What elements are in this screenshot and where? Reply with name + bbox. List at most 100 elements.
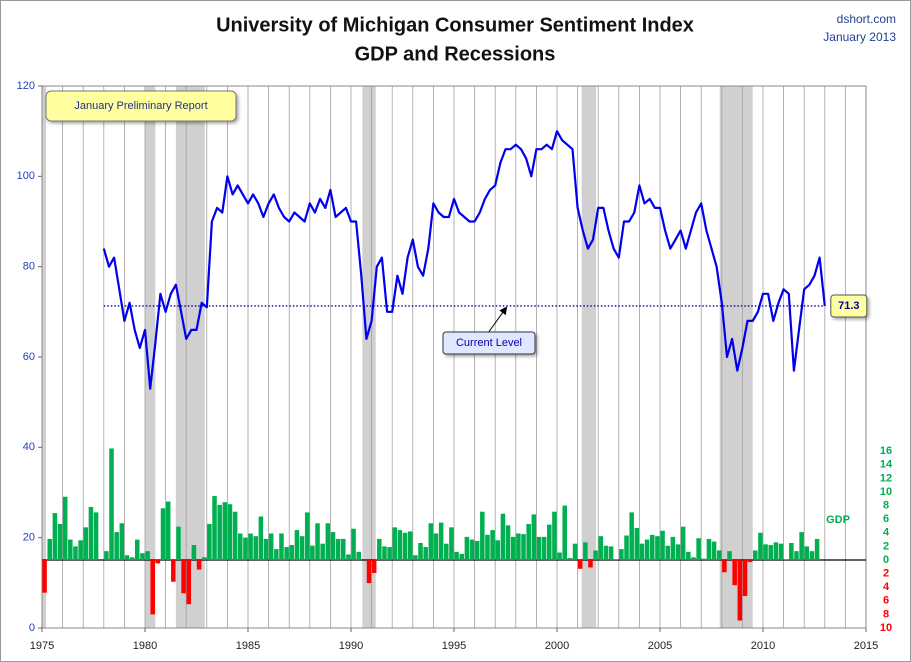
gdp-bar xyxy=(155,559,161,564)
y-tick-label: 40 xyxy=(23,441,35,453)
gdp-bar xyxy=(474,540,480,560)
y2-tick-label: 4 xyxy=(883,527,890,539)
gdp-bar xyxy=(639,543,645,560)
gdp-bar xyxy=(675,544,681,560)
gdp-bar xyxy=(119,523,125,560)
gdp-bar xyxy=(680,526,686,560)
y2-tick-label: 10 xyxy=(880,486,892,498)
gdp-bar xyxy=(696,538,701,560)
gdp-bar xyxy=(397,530,403,560)
y2-tick-label: 8 xyxy=(883,608,889,620)
gdp-bar xyxy=(83,527,89,560)
gdp-bar xyxy=(176,526,181,560)
gdp-bar xyxy=(773,542,779,560)
gdp-bar xyxy=(634,528,640,560)
gdp-bar xyxy=(562,505,567,560)
y-tick-label: 100 xyxy=(17,170,35,182)
gdp-bar xyxy=(212,496,217,560)
gdp-label: GDP xyxy=(826,514,850,526)
gdp-bar xyxy=(665,545,670,560)
gdp-bar xyxy=(57,523,63,560)
gdp-bar xyxy=(747,559,753,563)
x-tick-label: 1995 xyxy=(442,640,466,652)
gdp-bar xyxy=(469,539,475,560)
gdp-bar xyxy=(789,542,794,560)
gdp-bar xyxy=(567,557,573,560)
gdp-bar xyxy=(655,536,660,560)
gdp-bar xyxy=(485,534,490,560)
x-tick-label: 2015 xyxy=(854,640,878,652)
gdp-bar xyxy=(650,534,655,560)
gdp-bar xyxy=(62,496,68,560)
y-tick-label: 120 xyxy=(17,80,35,92)
gdp-bar xyxy=(109,448,114,560)
gdp-bar xyxy=(722,559,727,573)
gdp-bar xyxy=(294,530,300,560)
gdp-bar xyxy=(413,555,418,560)
gdp-bar xyxy=(783,559,789,560)
y2-tick-label: 8 xyxy=(883,499,889,511)
gdp-bar xyxy=(171,559,176,582)
gdp-bar xyxy=(114,532,119,560)
gdp-bar xyxy=(593,550,598,560)
gdp-bar xyxy=(732,559,737,586)
x-tick-label: 1975 xyxy=(30,640,54,652)
gdp-bar xyxy=(150,559,155,615)
y2-tick-label: 0 xyxy=(883,554,889,566)
gdp-bar xyxy=(42,559,47,593)
gdp-bar xyxy=(552,511,557,560)
gdp-bar xyxy=(88,506,94,560)
gdp-bar xyxy=(557,552,562,560)
gdp-bar xyxy=(279,533,284,560)
y2-tick-label: 6 xyxy=(883,595,889,607)
gdp-bar xyxy=(753,550,758,560)
gdp-bar xyxy=(165,501,171,560)
gdp-bar xyxy=(284,547,289,560)
gdp-bar xyxy=(330,532,336,560)
gdp-bar xyxy=(670,536,676,560)
sentiment-line xyxy=(102,130,826,390)
gdp-bar xyxy=(536,536,542,560)
gdp-bar xyxy=(454,551,459,560)
gdp-bar xyxy=(217,504,222,560)
gdp-bar xyxy=(778,543,784,560)
x-tick-label: 2005 xyxy=(648,640,672,652)
gdp-bar xyxy=(480,511,485,560)
gdp-bar xyxy=(268,533,274,560)
recession-band xyxy=(42,86,47,628)
x-tick-label: 1980 xyxy=(133,640,157,652)
gdp-bar xyxy=(341,538,346,560)
chart-subtitle: GDP and Recessions xyxy=(355,43,556,65)
gdp-bar xyxy=(196,559,202,570)
x-tick-label: 2010 xyxy=(751,640,775,652)
gdp-bar xyxy=(402,532,408,560)
gdp-bar xyxy=(603,545,609,560)
recession-band xyxy=(145,86,156,628)
gdp-bar xyxy=(371,559,377,573)
gdp-bar xyxy=(608,546,614,560)
gdp-bar xyxy=(238,533,243,560)
gdp-bar xyxy=(598,536,604,560)
gdp-bar xyxy=(423,547,428,560)
current-value-label: 71.3 xyxy=(838,300,859,312)
gdp-bar xyxy=(289,545,295,560)
x-tick-label: 2000 xyxy=(545,640,569,652)
gdp-bar xyxy=(222,502,228,560)
gdp-bar xyxy=(794,551,799,560)
gdp-bar xyxy=(320,543,325,560)
x-tick-label: 1990 xyxy=(339,640,363,652)
gdp-bar xyxy=(232,511,238,560)
current-label-box xyxy=(442,331,536,355)
gdp-bar xyxy=(701,558,707,560)
gdp-bar xyxy=(716,550,722,560)
gdp-bar xyxy=(449,527,454,560)
report-box xyxy=(45,90,237,122)
gdp-bar xyxy=(505,525,511,560)
gdp-bar xyxy=(243,537,248,560)
gdp-bar xyxy=(207,523,212,560)
y2-tick-label: 12 xyxy=(880,472,892,484)
gdp-bar xyxy=(191,545,197,560)
y-tick-label: 20 xyxy=(23,532,35,544)
gdp-bar xyxy=(428,523,434,560)
